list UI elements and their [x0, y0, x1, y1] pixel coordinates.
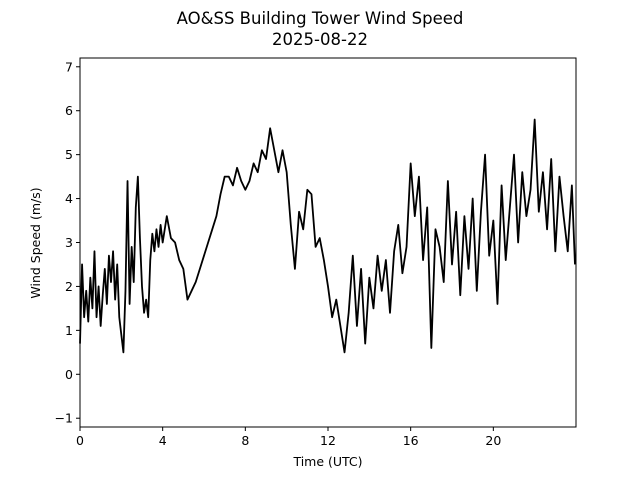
y-tick-label: 2: [65, 279, 73, 294]
x-tick-label: 16: [403, 433, 419, 448]
y-tick-label: 1: [65, 323, 73, 338]
chart-subtitle: 2025-08-22: [272, 30, 368, 49]
wind-speed-series-line: [79, 118, 576, 354]
x-axis: 0 4 8 12 16 20: [76, 427, 501, 448]
y-axis: −1 0 1 2 3 4 5 6 7: [55, 59, 80, 426]
y-tick-label: 6: [65, 103, 73, 118]
x-tick-label: 20: [485, 433, 501, 448]
y-tick-label: 3: [65, 235, 73, 250]
y-tick-label: 4: [65, 191, 73, 206]
x-tick-label: 0: [76, 433, 84, 448]
y-axis-label: Wind Speed (m/s): [28, 187, 43, 298]
x-axis-label: Time (UTC): [292, 454, 362, 469]
y-tick-label: −1: [55, 411, 73, 426]
y-tick-label: 0: [65, 367, 73, 382]
y-tick-label: 5: [65, 147, 73, 162]
x-tick-label: 8: [241, 433, 249, 448]
x-tick-label: 12: [320, 433, 336, 448]
chart-title: AO&SS Building Tower Wind Speed: [177, 9, 464, 28]
y-tick-label: 7: [65, 59, 73, 74]
plot-area: [79, 118, 576, 354]
x-tick-label: 4: [159, 433, 167, 448]
axes-frame: [79, 57, 577, 428]
